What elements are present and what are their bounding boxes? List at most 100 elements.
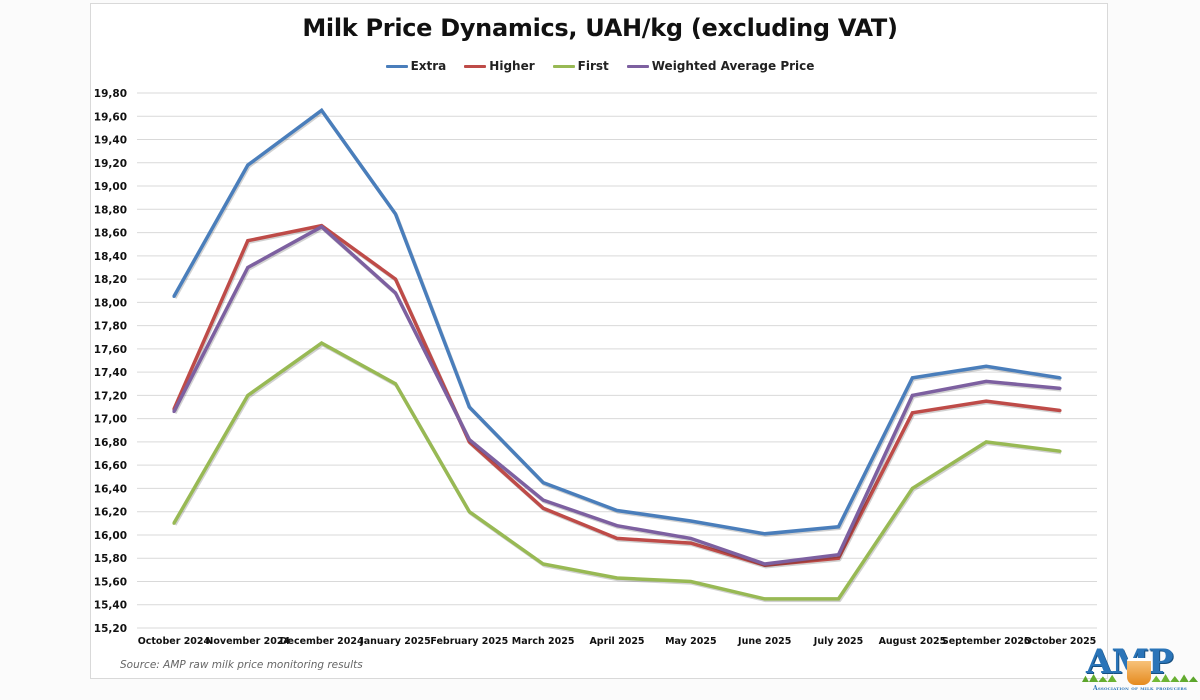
x-tick-label: May 2025 xyxy=(665,636,717,647)
data-point[interactable] xyxy=(689,536,693,540)
x-tick-label: September 2025 xyxy=(942,636,1031,647)
y-tick-label: 19,40 xyxy=(94,135,127,147)
y-tick-label: 19,00 xyxy=(94,181,127,193)
data-point[interactable] xyxy=(984,364,988,368)
data-point[interactable] xyxy=(320,341,324,345)
data-point[interactable] xyxy=(837,553,841,557)
series-line-first[interactable] xyxy=(172,341,1061,601)
data-point[interactable] xyxy=(1058,449,1062,453)
data-point[interactable] xyxy=(689,579,693,583)
legend-item-first[interactable]: First xyxy=(552,59,609,73)
data-point[interactable] xyxy=(984,440,988,444)
y-tick-label: 17,00 xyxy=(94,414,127,426)
series-line-shadow xyxy=(173,225,1062,569)
y-tick-label: 18,80 xyxy=(94,204,127,216)
data-point[interactable] xyxy=(615,576,619,580)
amp-logo: AMP Association of milk producers xyxy=(1082,642,1198,698)
data-point[interactable] xyxy=(615,536,619,540)
series-line-extra[interactable] xyxy=(172,107,1061,536)
data-point[interactable] xyxy=(689,519,693,523)
data-point[interactable] xyxy=(541,481,545,485)
source-note: Source: AMP raw milk price monitoring re… xyxy=(120,659,363,671)
y-tick-label: 15,20 xyxy=(94,623,127,635)
x-tick-label: December 2024 xyxy=(280,636,364,647)
y-tick-label: 19,60 xyxy=(94,111,127,123)
data-point[interactable] xyxy=(172,410,176,414)
chart-title: Milk Price Dynamics, UAH/kg (excluding V… xyxy=(302,14,898,42)
data-point[interactable] xyxy=(910,411,914,415)
data-point[interactable] xyxy=(1058,376,1062,380)
x-tick-label: October 2024 xyxy=(138,636,211,647)
data-point[interactable] xyxy=(615,524,619,528)
logo-caption: Association of milk producers xyxy=(1093,685,1187,692)
data-point[interactable] xyxy=(467,405,471,409)
data-point[interactable] xyxy=(320,108,324,112)
data-point[interactable] xyxy=(910,376,914,380)
data-point[interactable] xyxy=(246,163,250,167)
y-tick-label: 15,60 xyxy=(94,576,127,588)
y-tick-label: 19,80 xyxy=(94,88,127,100)
data-point[interactable] xyxy=(393,382,397,386)
legend-label-weighted-average: Weighted Average Price xyxy=(651,59,815,73)
legend-swatch-weighted-average xyxy=(626,64,649,68)
legend-item-higher[interactable]: Higher xyxy=(464,59,535,73)
y-tick-label: 18,00 xyxy=(94,297,127,309)
data-point[interactable] xyxy=(837,525,841,529)
legend-label-higher: Higher xyxy=(489,59,535,73)
data-point[interactable] xyxy=(246,265,250,269)
data-point[interactable] xyxy=(837,597,841,601)
chart-frame xyxy=(90,3,1108,679)
y-tick-label: 17,40 xyxy=(94,367,127,379)
data-point[interactable] xyxy=(763,532,767,536)
legend-label-extra: Extra xyxy=(410,59,447,73)
data-point[interactable] xyxy=(541,498,545,502)
data-point[interactable] xyxy=(837,556,841,560)
data-point[interactable] xyxy=(1058,386,1062,390)
x-tick-label: April 2025 xyxy=(589,636,644,647)
data-point[interactable] xyxy=(320,225,324,229)
y-tick-label: 16,60 xyxy=(94,460,127,472)
milk-bucket-icon xyxy=(1127,658,1151,685)
data-point[interactable] xyxy=(393,212,397,216)
data-point[interactable] xyxy=(1058,409,1062,413)
y-tick-label: 16,20 xyxy=(94,507,127,519)
legend-label-first: First xyxy=(577,59,609,73)
data-point[interactable] xyxy=(467,438,471,442)
legend-item-extra[interactable]: Extra xyxy=(385,59,447,73)
data-point[interactable] xyxy=(172,521,176,525)
data-point[interactable] xyxy=(541,562,545,566)
legend-swatch-higher xyxy=(464,64,487,68)
data-point[interactable] xyxy=(910,393,914,397)
x-tick-label: June 2025 xyxy=(737,636,791,647)
series-line-shadow xyxy=(173,342,1062,603)
y-tick-label: 15,80 xyxy=(94,553,127,565)
y-tick-label: 17,20 xyxy=(94,390,127,402)
y-tick-label: 18,60 xyxy=(94,228,127,240)
data-point[interactable] xyxy=(763,597,767,601)
y-tick-label: 16,00 xyxy=(94,530,127,542)
x-tick-label: March 2025 xyxy=(512,636,575,647)
data-point[interactable] xyxy=(467,510,471,514)
legend-swatch-first xyxy=(552,64,575,68)
data-point[interactable] xyxy=(541,506,545,510)
data-point[interactable] xyxy=(689,541,693,545)
y-tick-label: 19,20 xyxy=(94,158,127,170)
data-point[interactable] xyxy=(984,399,988,403)
y-tick-label: 17,80 xyxy=(94,321,127,333)
data-point[interactable] xyxy=(984,379,988,383)
x-tick-label: August 2025 xyxy=(879,636,947,647)
data-point[interactable] xyxy=(615,509,619,513)
legend-item-weighted-average[interactable]: Weighted Average Price xyxy=(626,59,815,73)
data-point[interactable] xyxy=(393,291,397,295)
data-point[interactable] xyxy=(246,393,250,397)
data-point[interactable] xyxy=(172,295,176,299)
x-tick-label: February 2025 xyxy=(430,636,508,647)
data-point[interactable] xyxy=(910,486,914,490)
data-point[interactable] xyxy=(246,239,250,243)
data-point[interactable] xyxy=(763,562,767,566)
data-point[interactable] xyxy=(393,277,397,281)
y-tick-label: 18,40 xyxy=(94,251,127,263)
y-tick-label: 18,20 xyxy=(94,274,127,286)
